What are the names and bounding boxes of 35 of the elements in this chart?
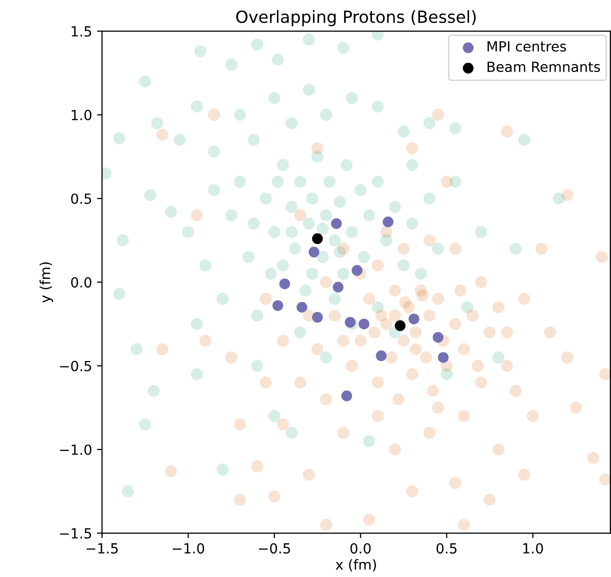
point <box>408 314 420 324</box>
chart-title: Overlapping Protons (Bessel) <box>236 10 476 26</box>
point <box>394 320 406 332</box>
x-tick-label: −1.0 <box>172 543 204 554</box>
point <box>432 332 444 343</box>
point <box>341 390 352 402</box>
point <box>438 352 449 363</box>
legend-label: MPI centres <box>488 41 566 52</box>
y-tick-label: 1.0 <box>72 110 92 120</box>
point <box>332 282 344 293</box>
point <box>308 246 320 258</box>
point <box>296 302 308 313</box>
y-axis-title: y (fm) <box>40 262 54 303</box>
x-tick-label: 0.0 <box>350 543 371 554</box>
point <box>331 218 342 229</box>
y-tick-label: −1.0 <box>60 444 92 455</box>
point <box>312 312 323 323</box>
y-tick-label: 0.0 <box>71 277 92 288</box>
y-tick-label: 1.5 <box>72 26 92 37</box>
y-tick-label: 0.5 <box>71 193 92 204</box>
x-axis-title: x (fm) <box>336 559 376 572</box>
point <box>382 216 394 228</box>
x-tick-label: −0.5 <box>258 543 290 554</box>
x-tick-label: 1.0 <box>523 543 543 554</box>
legend-label: Beam Remnants <box>488 62 600 72</box>
point <box>272 300 284 311</box>
x-tick-label: 0.5 <box>436 543 457 554</box>
point <box>279 278 290 290</box>
x-tick-label: −1.5 <box>86 543 118 554</box>
point <box>358 318 370 330</box>
point <box>376 350 387 362</box>
point <box>312 233 323 244</box>
point <box>352 265 362 276</box>
y-tick-label: −0.5 <box>60 360 92 372</box>
y-tick-label: −1.5 <box>60 528 92 539</box>
